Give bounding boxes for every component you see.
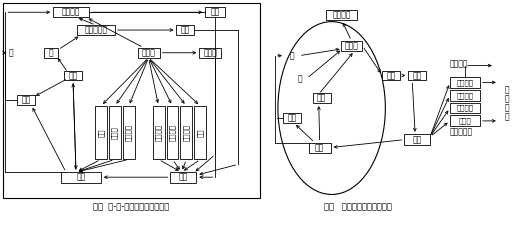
Text: 鱼、蛙: 鱼、蛙 <box>141 48 156 57</box>
Bar <box>450 103 480 113</box>
Bar <box>199 48 221 58</box>
Bar <box>404 134 430 145</box>
Text: 稻谷: 稻谷 <box>22 96 31 105</box>
Text: 随: 随 <box>504 86 509 95</box>
Bar <box>138 48 159 58</box>
Text: 米: 米 <box>289 51 294 60</box>
Text: 糖: 糖 <box>49 48 54 57</box>
Text: 浮游生物: 浮游生物 <box>183 124 190 141</box>
Text: 水稻: 水稻 <box>76 173 86 182</box>
Text: 粪便: 粪便 <box>210 8 220 17</box>
Text: 为人利用: 为人利用 <box>62 8 80 17</box>
Bar <box>341 41 362 51</box>
Text: 粪便: 粪便 <box>412 71 422 80</box>
Text: 水生昆虫: 水生昆虫 <box>457 79 473 86</box>
Bar <box>61 172 101 183</box>
Bar <box>326 10 358 20</box>
Bar <box>77 25 115 35</box>
Bar <box>408 70 426 80</box>
Bar <box>64 70 82 80</box>
Bar <box>17 95 35 105</box>
Bar <box>180 106 193 160</box>
Bar <box>283 113 301 123</box>
Text: 禽、畜: 禽、畜 <box>345 41 358 50</box>
Bar <box>176 25 195 35</box>
Text: 图乙   普通稻田物质能量转化: 图乙 普通稻田物质能量转化 <box>323 202 391 211</box>
Text: 稻草: 稻草 <box>317 94 326 103</box>
Bar <box>153 106 165 160</box>
Text: 糠: 糠 <box>298 74 302 83</box>
Bar <box>450 115 480 126</box>
Text: 二氧化碳: 二氧化碳 <box>125 124 132 141</box>
Text: 底栖生物: 底栖生物 <box>457 92 473 99</box>
Bar <box>382 70 400 80</box>
Text: 粪便: 粪便 <box>387 71 396 80</box>
Text: 分泌物: 分泌物 <box>112 126 118 139</box>
Bar <box>95 106 107 160</box>
Text: 粪肥: 粪肥 <box>181 25 190 34</box>
Text: 羽化飞走: 羽化飞走 <box>450 59 468 68</box>
Text: 肥料: 肥料 <box>179 173 188 182</box>
Bar <box>450 90 480 101</box>
Bar <box>167 106 178 160</box>
Bar <box>313 93 331 103</box>
Text: 水生昆虫: 水生昆虫 <box>169 124 176 141</box>
Text: 稻草: 稻草 <box>68 71 78 80</box>
Text: 水: 水 <box>504 95 509 104</box>
Text: 米: 米 <box>9 48 14 57</box>
Text: 流: 流 <box>504 104 509 112</box>
Text: 禽、畜、鱼: 禽、畜、鱼 <box>84 25 107 34</box>
Bar <box>109 106 121 160</box>
Text: 肥料: 肥料 <box>412 135 422 144</box>
Bar <box>170 172 196 183</box>
Text: 为人利用: 为人利用 <box>332 11 351 20</box>
Text: 水稻: 水稻 <box>315 143 325 152</box>
Text: 失: 失 <box>504 112 509 122</box>
Bar <box>450 77 480 88</box>
Bar <box>3 3 260 198</box>
Text: 粪便: 粪便 <box>97 128 104 137</box>
Bar <box>44 48 58 58</box>
Bar <box>205 7 225 17</box>
Text: 浮游生物: 浮游生物 <box>457 105 473 111</box>
Text: 杂　草: 杂 草 <box>459 118 471 124</box>
Text: 稻谷: 稻谷 <box>287 113 297 122</box>
Text: 图甲  稻-鱼-蛙共生农业生态系统: 图甲 稻-鱼-蛙共生农业生态系统 <box>93 202 169 211</box>
Bar <box>309 143 331 153</box>
Text: 肥塘泥: 肥塘泥 <box>204 48 217 57</box>
Text: 杂草: 杂草 <box>197 128 204 137</box>
Bar <box>53 7 89 17</box>
Text: 当废物流失: 当废物流失 <box>449 127 472 136</box>
Bar <box>123 106 135 160</box>
Bar <box>195 106 206 160</box>
Text: 底栖生物: 底栖生物 <box>155 124 162 141</box>
